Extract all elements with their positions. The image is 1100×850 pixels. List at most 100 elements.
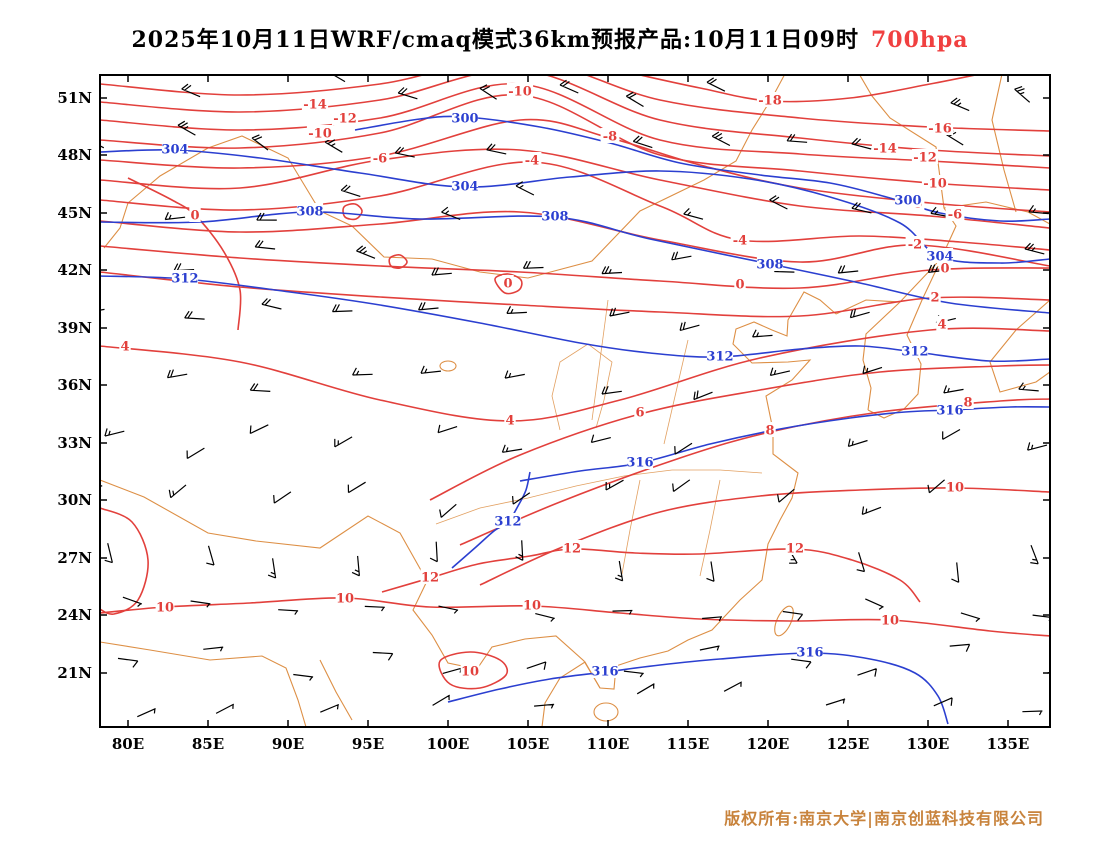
red-contour: [429, 364, 1050, 501]
contour-label: -10: [508, 85, 532, 100]
china-east-coast: [541, 291, 837, 727]
contour-label-bg: [945, 479, 965, 494]
contour-label-bg: [926, 120, 954, 135]
red-contour: [100, 75, 1050, 157]
contour-label-bg: [756, 92, 784, 107]
contour-label: -14: [873, 142, 897, 157]
contour-label-bg: [734, 276, 746, 291]
contour-label: 0: [940, 262, 949, 277]
contour-label: -10: [923, 177, 947, 192]
lat-label: 45N: [57, 204, 92, 222]
contour-label-bg: [600, 128, 620, 143]
red-contour: [438, 651, 509, 690]
contour-label: -4: [733, 234, 747, 249]
contour-label: 304: [451, 180, 478, 195]
page-title: 2025年10月11日WRF/cmaq模式36km预报产品:10月11日09时 7…: [0, 22, 1100, 54]
red-contour: [100, 75, 1050, 132]
contour-label-bg: [634, 404, 646, 419]
contour-label-bg: [494, 513, 522, 528]
contour-label: 8: [765, 424, 774, 439]
hainan-island: [593, 702, 619, 722]
contour-label: 4: [937, 318, 946, 333]
contour-label-bg: [945, 206, 965, 221]
contour-label: -14: [303, 98, 327, 113]
red-contour: [100, 271, 1050, 318]
lat-label: 48N: [57, 146, 92, 164]
red-contour: [494, 273, 523, 295]
contour-label-bg: [926, 248, 954, 263]
contour-label: 312: [494, 515, 521, 530]
copyright-text: 版权所有:南京大学|南京创蓝科技有限公司: [724, 809, 1044, 828]
contour-label-bg: [706, 348, 734, 363]
lon-label: 135E: [987, 735, 1030, 753]
contour-label: 12: [421, 571, 439, 586]
contour-label-bg: [921, 175, 949, 190]
contour-label-bg: [796, 644, 824, 659]
contour-label: 4: [120, 340, 129, 355]
contour-label: 300: [451, 112, 478, 127]
taiwan-island: [774, 605, 794, 637]
contour-label: -4: [525, 154, 539, 169]
contour-label: 312: [706, 350, 733, 365]
contour-label: 10: [156, 601, 174, 616]
contour-label-bg: [155, 599, 175, 614]
contour-label: 0: [190, 209, 199, 224]
contour-label: 12: [786, 542, 804, 557]
red-contour: [342, 203, 363, 221]
contour-label-bg: [894, 192, 922, 207]
red-contour: [100, 597, 1050, 637]
contour-label-bg: [522, 152, 542, 167]
contour-label: -2: [908, 238, 922, 253]
contour-label: -6: [948, 208, 962, 223]
contour-label: 300: [894, 194, 921, 209]
contour-label-bg: [504, 412, 516, 427]
contour-label-bg: [939, 260, 951, 275]
lat-label: 33N: [57, 434, 92, 452]
contour-label-bg: [502, 275, 514, 290]
contour-label: 4: [505, 414, 514, 429]
lat-label: 27N: [57, 549, 92, 567]
contour-label-bg: [451, 178, 479, 193]
lon-label: 100E: [427, 735, 470, 753]
yalu-border: [835, 299, 901, 315]
lon-label: 125E: [827, 735, 870, 753]
red-contour: [100, 245, 1050, 290]
contour-label-bg: [936, 402, 964, 417]
contour-label: 10: [523, 599, 541, 614]
korea-east-coast: [867, 265, 939, 419]
contour-label-bg: [764, 422, 776, 437]
red-contour: [100, 507, 149, 615]
lon-label: 120E: [747, 735, 790, 753]
red-contour: [100, 148, 1050, 229]
contour-label-bg: [962, 394, 974, 409]
contour-label: 6: [635, 406, 644, 421]
red-contour: [100, 93, 1050, 191]
blue-contour: [447, 652, 949, 725]
axes-layer: 80E 85E 90E 95E 100E 105E 110E 115E 120E 125E 130E…: [57, 74, 1051, 753]
contour-label: 12: [563, 542, 581, 557]
contour-label-bg: [591, 663, 619, 678]
contour-label-bg: [562, 540, 582, 555]
contour-label-layer: -18-16-14-14-12-12-10-10-10-8-8-6-6-4-4-…: [119, 83, 974, 680]
lon-label: 105E: [507, 735, 550, 753]
title-text: 2025年10月11日WRF/cmaq模式36km预报产品:10月11日09时: [131, 27, 859, 53]
contour-label: 312: [901, 345, 928, 360]
contour-label: -8: [603, 130, 617, 145]
red-contour: [479, 487, 1050, 586]
contour-label: 316: [796, 646, 823, 661]
contour-label-bg: [871, 140, 899, 155]
red-contour: [100, 210, 1050, 267]
contour-label-bg: [756, 256, 784, 271]
contour-label: 308: [541, 210, 568, 225]
contour-label-bg: [936, 316, 948, 331]
contour-label-bg: [901, 343, 929, 358]
yangtze-river: [435, 469, 763, 525]
lon-label: 85E: [192, 735, 224, 753]
contour-label: 316: [591, 665, 618, 680]
pressure-level-label: 700hpa: [870, 27, 969, 53]
contour-label-bg: [522, 597, 542, 612]
lat-label: 39N: [57, 319, 92, 337]
northeast-border: [859, 75, 957, 265]
red-contour: [127, 177, 242, 331]
